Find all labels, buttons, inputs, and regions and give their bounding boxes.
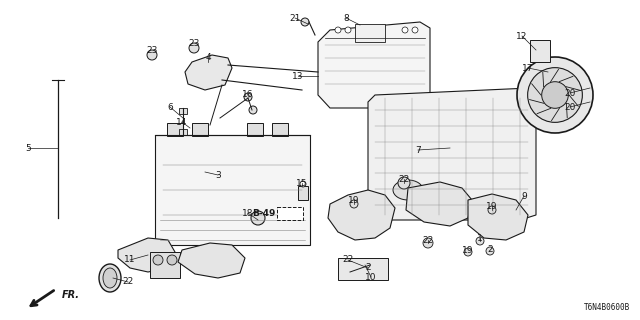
Bar [298, 186, 308, 200]
Text: 12: 12 [516, 31, 528, 41]
Text: 20: 20 [564, 102, 576, 111]
Text: 22: 22 [122, 277, 134, 286]
Text: 3: 3 [215, 171, 221, 180]
Bar [179, 129, 187, 135]
Text: 19: 19 [486, 202, 498, 211]
Text: 11: 11 [124, 255, 136, 265]
Ellipse shape [393, 180, 423, 200]
Polygon shape [368, 88, 536, 220]
Text: 6: 6 [167, 102, 173, 111]
Polygon shape [468, 194, 528, 240]
Text: 19: 19 [462, 245, 474, 254]
Circle shape [464, 248, 472, 256]
Circle shape [153, 255, 163, 265]
Bar [355, 24, 385, 42]
Bar [150, 252, 180, 278]
Circle shape [345, 27, 351, 33]
Text: 9: 9 [521, 191, 527, 201]
Text: 22: 22 [342, 255, 354, 265]
Bar [155, 135, 310, 245]
Circle shape [301, 18, 309, 26]
Circle shape [476, 237, 484, 245]
Text: FR.: FR. [62, 290, 80, 300]
Text: 18: 18 [243, 209, 253, 218]
Polygon shape [118, 238, 175, 272]
Text: 19: 19 [348, 196, 360, 204]
Polygon shape [406, 182, 472, 226]
Text: 4: 4 [205, 52, 211, 61]
Circle shape [517, 57, 593, 133]
Bar [277, 207, 303, 220]
Circle shape [335, 27, 341, 33]
Text: B-49: B-49 [252, 209, 275, 218]
Text: 16: 16 [243, 90, 253, 99]
Text: 23: 23 [188, 38, 200, 47]
Text: 7: 7 [415, 146, 421, 155]
Text: 15: 15 [296, 179, 308, 188]
Bar [272, 123, 288, 136]
Circle shape [189, 43, 199, 53]
Text: 5: 5 [25, 143, 31, 153]
Circle shape [244, 93, 252, 101]
Circle shape [147, 50, 157, 60]
Circle shape [527, 68, 582, 122]
Text: 22: 22 [422, 236, 434, 244]
Text: 20: 20 [564, 89, 576, 98]
Circle shape [249, 106, 257, 114]
Circle shape [486, 247, 494, 255]
Bar [530, 40, 550, 62]
Bar [338, 258, 388, 280]
Polygon shape [318, 22, 430, 108]
Polygon shape [185, 55, 232, 90]
Text: 22: 22 [398, 174, 410, 183]
Circle shape [423, 238, 433, 248]
Circle shape [402, 27, 408, 33]
Circle shape [398, 177, 410, 189]
Circle shape [300, 181, 306, 187]
Text: 13: 13 [292, 71, 304, 81]
Text: 8: 8 [343, 13, 349, 22]
Ellipse shape [103, 268, 117, 288]
Text: 14: 14 [176, 117, 188, 126]
Bar [192, 123, 208, 136]
Bar [247, 123, 263, 136]
Circle shape [541, 82, 568, 108]
Text: 1: 1 [477, 234, 483, 243]
Text: 2: 2 [487, 244, 493, 253]
Text: 23: 23 [147, 45, 157, 54]
Ellipse shape [99, 264, 121, 292]
Text: 21: 21 [289, 13, 301, 22]
Bar [167, 123, 183, 136]
Text: 2: 2 [365, 263, 371, 273]
Circle shape [488, 206, 496, 214]
Text: 17: 17 [522, 63, 534, 73]
Polygon shape [178, 243, 245, 278]
Text: T6N4B0600B: T6N4B0600B [584, 303, 630, 312]
Circle shape [350, 200, 358, 208]
Circle shape [412, 27, 418, 33]
Text: 10: 10 [365, 273, 377, 282]
Polygon shape [328, 190, 395, 240]
Bar [179, 108, 187, 114]
Circle shape [251, 211, 265, 225]
Circle shape [167, 255, 177, 265]
